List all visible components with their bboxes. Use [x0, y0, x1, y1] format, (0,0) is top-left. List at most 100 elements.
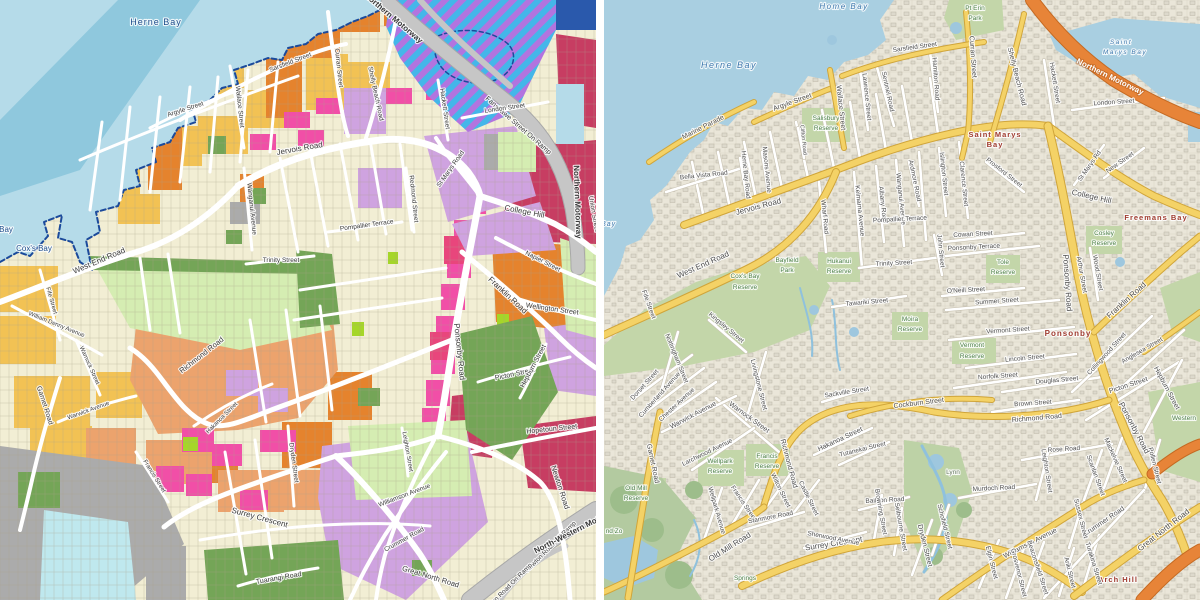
map-poly [604, 256, 830, 376]
map-path [242, 166, 254, 252]
map-path [957, 482, 1038, 500]
map-path [988, 12, 1026, 144]
map-label: Clifton Road [798, 125, 807, 156]
map-path [937, 146, 948, 218]
map-label: Cox's Bay [730, 273, 760, 280]
map-label: Brown Street [1014, 399, 1052, 409]
map-rect [698, 450, 744, 486]
map-path [398, 142, 414, 232]
map-path [739, 536, 1085, 595]
map-poly [604, 0, 894, 296]
map-path [374, 438, 436, 600]
map-path [178, 85, 192, 184]
map-path [900, 84, 914, 144]
map-path [148, 95, 162, 194]
map-label: Reserve [814, 125, 839, 132]
map-path [333, 433, 441, 459]
map-label: Moira [902, 316, 919, 323]
map-path [278, 156, 300, 254]
map-path [268, 60, 280, 154]
water [0, 0, 584, 270]
map-path [236, 566, 320, 588]
map-path [727, 478, 761, 532]
map-path [939, 477, 1147, 600]
map-path [910, 518, 934, 577]
map-label: Reserve [1092, 240, 1117, 247]
map-path [984, 160, 1026, 194]
map-path [400, 426, 410, 478]
map-label: Marys Bay [1103, 49, 1147, 56]
map-path [1000, 374, 1111, 394]
map-path [894, 158, 906, 248]
map-label: Reserve [960, 353, 985, 360]
map-label: Union Street [587, 195, 596, 232]
map-path [752, 86, 834, 124]
map-path [857, 495, 911, 512]
map-path [930, 503, 951, 557]
map-path [1072, 143, 1106, 187]
map-path [738, 156, 750, 207]
map-path [56, 394, 138, 424]
map-path [917, 150, 928, 242]
map-path [802, 530, 868, 550]
map-path [644, 366, 706, 414]
map-path [1147, 439, 1200, 479]
roads [0, 0, 596, 600]
map-label: Trinity Street [875, 259, 912, 268]
map-path [790, 478, 821, 517]
map-path [840, 40, 986, 78]
map-path [198, 522, 432, 542]
map-label: O'Neill Street [947, 286, 986, 295]
map-path [837, 440, 891, 467]
map-path [460, 100, 550, 120]
map-label: Herne Bay [701, 60, 757, 70]
map-path [690, 160, 706, 220]
map-path [928, 50, 940, 114]
map-path [630, 353, 694, 402]
map-path [518, 342, 548, 400]
map-label: Tole [997, 259, 1009, 266]
map-path [812, 426, 874, 457]
map-path [964, 352, 1078, 370]
map-label: Freemans Bay [1124, 213, 1187, 222]
map-label: Reserve [624, 495, 649, 502]
map-path [848, 396, 994, 418]
map-path [368, 138, 388, 236]
map-label: Bayfield [775, 257, 799, 264]
map-path [462, 502, 596, 600]
map-circle [685, 481, 703, 499]
street-map-panel[interactable]: Home Bay Herne Bay Saint Marys Bay Cox's Bay… [604, 0, 1200, 600]
map-path [820, 386, 871, 404]
map-path [874, 92, 888, 152]
map-label: Ponsonby Terrace [948, 243, 1001, 253]
map-path [244, 254, 316, 266]
map-path [940, 286, 1026, 298]
map-circle [665, 561, 693, 589]
map-path [404, 166, 416, 234]
map-path [459, 249, 596, 371]
map-label: Western [1172, 415, 1196, 422]
map-path [817, 180, 828, 254]
map-path [960, 10, 973, 160]
map-label: Reserve [991, 269, 1016, 276]
map-path [1042, 58, 1058, 140]
map-path [192, 382, 274, 428]
map-path [874, 164, 886, 244]
map-label: Norfolk Street [978, 372, 1018, 382]
map-path [828, 68, 846, 150]
map-path [326, 10, 350, 138]
map-path [690, 426, 756, 472]
map-path [942, 231, 1026, 244]
map-path [477, 193, 596, 255]
map-path [1082, 448, 1104, 502]
map-path [799, 287, 814, 357]
map-path [284, 308, 302, 418]
map-label: Cox's Bay [604, 221, 616, 228]
minor-roads [630, 50, 1186, 600]
map-label: Reserve [827, 268, 852, 275]
map-path [742, 510, 806, 532]
map-path [1136, 544, 1200, 600]
map-path [664, 166, 744, 194]
map-path [234, 135, 484, 200]
